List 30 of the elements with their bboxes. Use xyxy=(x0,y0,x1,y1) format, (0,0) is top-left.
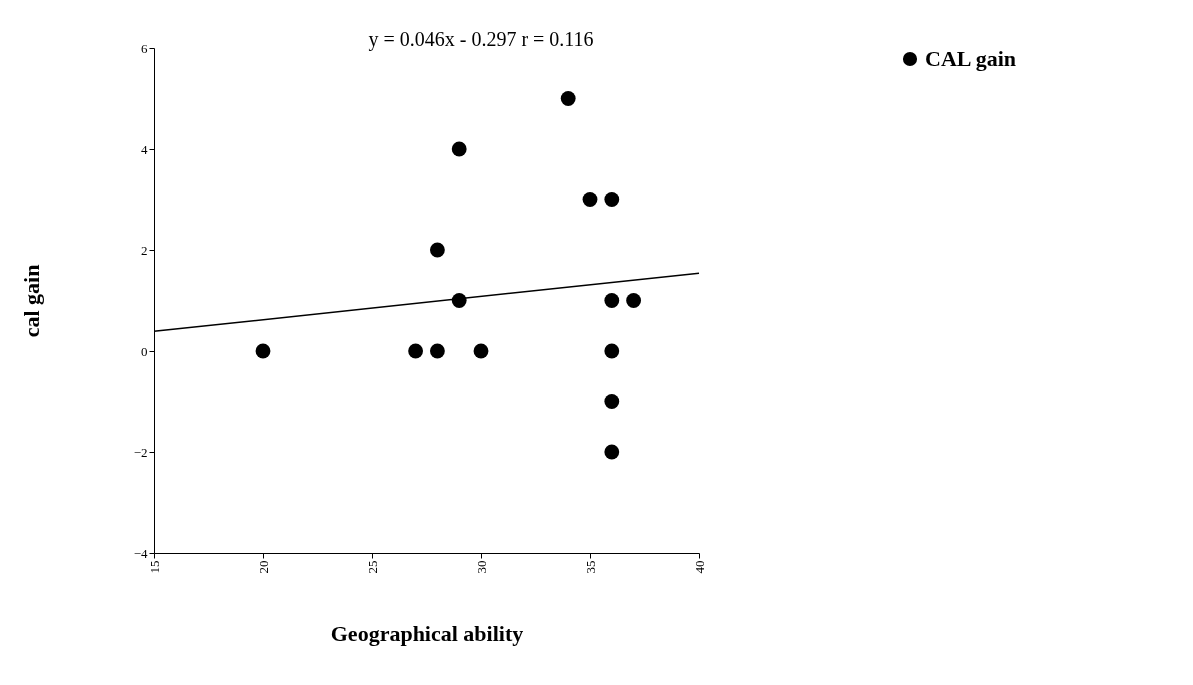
y-tick-label: 2 xyxy=(141,242,148,258)
x-axis-title: Geographical ability xyxy=(330,620,524,646)
point xyxy=(582,192,598,207)
y-tick-label: 6 xyxy=(141,40,148,56)
x-tick-label: 20 xyxy=(255,560,271,574)
legend-label: CAL gain xyxy=(925,46,1017,71)
x-tick-label: 25 xyxy=(364,560,380,574)
y-tick-label: −2 xyxy=(133,444,148,460)
x-tick-label: 40 xyxy=(691,560,707,574)
y-tick-label: 4 xyxy=(141,141,148,157)
y-tick-label: −4 xyxy=(133,545,148,561)
point xyxy=(604,394,620,409)
x-tick-label: 30 xyxy=(473,560,489,574)
y-tick-label: 0 xyxy=(141,343,148,359)
point xyxy=(604,444,620,460)
annotation: y = 0.046x - 0.297 r = 0.116 xyxy=(368,28,594,51)
point xyxy=(604,293,620,308)
point xyxy=(604,192,620,207)
point xyxy=(560,91,576,106)
x-tick-label: 35 xyxy=(582,560,598,574)
point xyxy=(429,242,445,258)
point xyxy=(255,343,271,359)
point xyxy=(473,343,489,359)
x-tick-label: 15 xyxy=(146,560,162,574)
point xyxy=(408,343,424,359)
y-axis-title: cal gain xyxy=(18,264,44,338)
point xyxy=(429,343,445,359)
point xyxy=(604,343,620,359)
point xyxy=(451,141,467,157)
point xyxy=(626,293,642,308)
